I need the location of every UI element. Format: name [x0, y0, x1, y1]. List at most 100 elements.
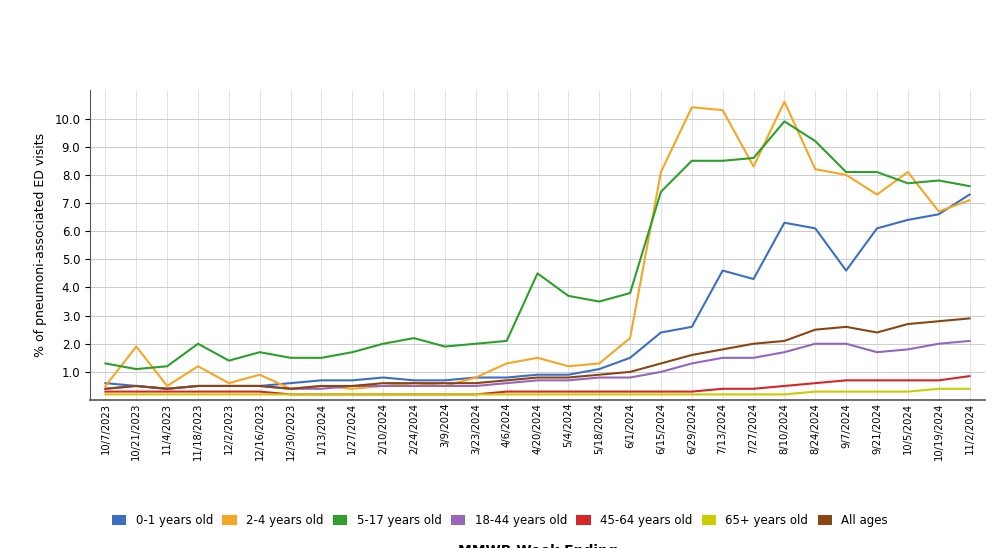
5-17 years old: [99, 360, 111, 367]
45-64 years old: [315, 391, 327, 398]
All ages: [964, 315, 976, 322]
5-17 years old: [809, 138, 821, 144]
65+ years old: [933, 385, 945, 392]
45-64 years old: [285, 391, 297, 398]
5-17 years old: [470, 340, 482, 347]
All ages: [99, 385, 111, 392]
5-17 years old: [748, 155, 760, 161]
Line: 2-4 years old: 2-4 years old: [105, 102, 970, 389]
0-1 years old: [254, 383, 266, 389]
65+ years old: [562, 391, 574, 398]
0-1 years old: [562, 372, 574, 378]
18-44 years old: [964, 338, 976, 344]
All ages: [285, 385, 297, 392]
0-1 years old: [840, 267, 852, 274]
Line: 45-64 years old: 45-64 years old: [105, 376, 970, 395]
Y-axis label: % of pneumoni-associated ED visits: % of pneumoni-associated ED visits: [34, 133, 47, 357]
18-44 years old: [871, 349, 883, 356]
45-64 years old: [624, 389, 636, 395]
Text: Percentage of Pneumonia-associated ED Visits with an M. pneumoniae Diagnosis: Percentage of Pneumonia-associated ED Vi…: [12, 31, 807, 49]
5-17 years old: [624, 290, 636, 296]
65+ years old: [99, 391, 111, 398]
All ages: [717, 346, 729, 353]
5-17 years old: [686, 157, 698, 164]
65+ years old: [748, 391, 760, 398]
2-4 years old: [809, 166, 821, 173]
65+ years old: [254, 391, 266, 398]
18-44 years old: [346, 383, 358, 389]
All ages: [501, 377, 513, 384]
45-64 years old: [99, 389, 111, 395]
2-4 years old: [408, 380, 420, 386]
All ages: [871, 329, 883, 336]
5-17 years old: [840, 169, 852, 175]
18-44 years old: [439, 383, 451, 389]
18-44 years old: [593, 374, 605, 381]
65+ years old: [778, 391, 790, 398]
5-17 years old: [593, 298, 605, 305]
0-1 years old: [624, 355, 636, 361]
45-64 years old: [562, 389, 574, 395]
All ages: [593, 372, 605, 378]
65+ years old: [315, 391, 327, 398]
65+ years old: [501, 391, 513, 398]
18-44 years old: [377, 383, 389, 389]
5-17 years old: [377, 340, 389, 347]
All ages: [439, 380, 451, 386]
2-4 years old: [254, 372, 266, 378]
0-1 years old: [655, 329, 667, 336]
65+ years old: [470, 391, 482, 398]
45-64 years old: [593, 389, 605, 395]
18-44 years old: [748, 355, 760, 361]
65+ years old: [377, 391, 389, 398]
5-17 years old: [562, 293, 574, 299]
45-64 years old: [964, 373, 976, 379]
All ages: [933, 318, 945, 324]
45-64 years old: [686, 389, 698, 395]
0-1 years old: [439, 377, 451, 384]
2-4 years old: [161, 383, 173, 389]
5-17 years old: [285, 355, 297, 361]
2-4 years old: [439, 383, 451, 389]
18-44 years old: [624, 374, 636, 381]
All ages: [532, 374, 544, 381]
5-17 years old: [717, 157, 729, 164]
All ages: [470, 380, 482, 386]
2-4 years old: [562, 363, 574, 369]
45-64 years old: [532, 389, 544, 395]
45-64 years old: [439, 391, 451, 398]
45-64 years old: [346, 391, 358, 398]
18-44 years old: [933, 340, 945, 347]
All ages: [778, 338, 790, 344]
18-44 years old: [809, 340, 821, 347]
65+ years old: [285, 391, 297, 398]
All ages: [408, 380, 420, 386]
0-1 years old: [346, 377, 358, 384]
18-44 years old: [161, 385, 173, 392]
18-44 years old: [532, 377, 544, 384]
45-64 years old: [840, 377, 852, 384]
5-17 years old: [130, 366, 142, 373]
All ages: [223, 383, 235, 389]
All ages: [562, 374, 574, 381]
18-44 years old: [192, 383, 204, 389]
18-44 years old: [470, 383, 482, 389]
65+ years old: [871, 389, 883, 395]
All ages: [254, 383, 266, 389]
2-4 years old: [470, 374, 482, 381]
All ages: [192, 383, 204, 389]
2-4 years old: [223, 380, 235, 386]
45-64 years old: [130, 389, 142, 395]
2-4 years old: [748, 163, 760, 170]
18-44 years old: [902, 346, 914, 353]
5-17 years old: [439, 343, 451, 350]
18-44 years old: [130, 383, 142, 389]
2-4 years old: [624, 335, 636, 341]
18-44 years old: [562, 377, 574, 384]
2-4 years old: [964, 197, 976, 203]
18-44 years old: [254, 383, 266, 389]
65+ years old: [532, 391, 544, 398]
18-44 years old: [717, 355, 729, 361]
2-4 years old: [99, 383, 111, 389]
2-4 years old: [501, 360, 513, 367]
